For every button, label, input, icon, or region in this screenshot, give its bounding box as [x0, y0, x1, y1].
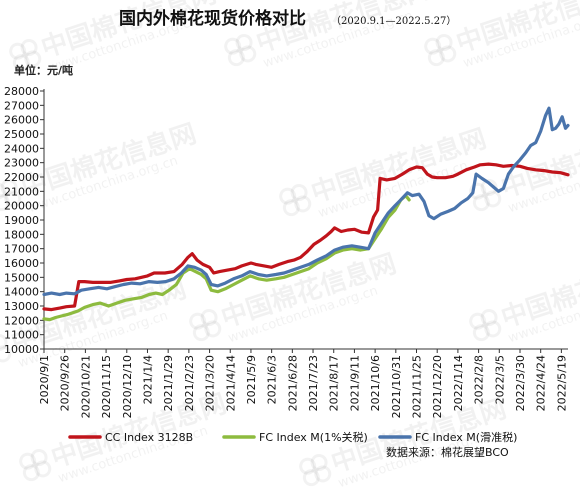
x-tick-label: 2021/11/25 [411, 355, 424, 418]
y-tick-label: 28000 [4, 85, 39, 98]
x-tick-label: 2021/10/31 [390, 355, 403, 418]
x-tick-label: 2020/11/15 [100, 355, 113, 418]
x-tick-label: 2022/2/8 [473, 355, 486, 404]
data-source-note: 数据来源：棉花展望BCO [386, 445, 509, 459]
x-tick-label: 2021/12/20 [431, 355, 444, 418]
x-tick-label: 2021/4/14 [224, 355, 237, 411]
x-tick-label: 2021/6/28 [286, 355, 299, 411]
y-tick-label: 12000 [4, 314, 39, 327]
legend: CC Index 3128B FC Index M(1%关税) FC Index M… [68, 430, 517, 444]
legend-item: FC Index M(1%关税) [222, 430, 368, 444]
y-tick-label: 23000 [4, 157, 39, 170]
legend-label: CC Index 3128B [105, 431, 193, 444]
y-tick-label: 25000 [4, 128, 39, 141]
y-tick-label: 18000 [4, 228, 39, 241]
x-tick-label: 2021/10/6 [369, 355, 382, 411]
y-tick-label: 17000 [4, 243, 39, 256]
cotton-logo-icon [299, 453, 332, 487]
cotton-logo-icon [279, 183, 312, 217]
cotton-logo-icon [189, 308, 222, 342]
y-tick-label: 22000 [4, 171, 39, 184]
x-tick-label: 2021/2/23 [183, 355, 196, 411]
x-axis: 2020/9/1 2020/9/26 2020/10/21 2020/11/15 202… [38, 348, 568, 418]
x-tick-label: 2021/1/29 [162, 355, 175, 411]
x-tick-label: 2022/3/5 [493, 355, 506, 404]
series-line-2 [42, 194, 411, 322]
y-tick-label: 14000 [4, 286, 39, 299]
series-line-3 [42, 106, 570, 297]
y-axis-unit-label: 单位：元/吨 [14, 63, 73, 77]
chart-title: 国内外棉花现货价格对比 [119, 8, 306, 29]
y-tick-label: 26000 [4, 114, 39, 127]
x-tick-label: 2021/5/9 [245, 355, 258, 404]
cotton-logo-icon [9, 38, 42, 72]
cotton-logo-icon [19, 448, 52, 482]
x-tick-label: 2021/9/11 [348, 355, 361, 411]
series-layer [42, 106, 570, 322]
x-tick-label: 2022/5/19 [555, 355, 568, 411]
x-tick-label: 2021/1/4 [141, 355, 154, 404]
x-tick-label: 2021/6/3 [266, 355, 279, 404]
y-tick-label: 20000 [4, 200, 39, 213]
y-tick-label: 24000 [4, 142, 39, 155]
legend-label: FC Index M(1%关税) [259, 430, 368, 444]
cotton-logo-icon [0, 178, 22, 212]
y-tick-label: 13000 [4, 300, 39, 313]
y-tick-label: 27000 [4, 99, 39, 112]
y-tick-label: 16000 [4, 257, 39, 270]
y-tick-label: 15000 [4, 271, 39, 284]
cotton-logo-icon [469, 178, 502, 212]
x-tick-label: 2021/3/20 [204, 355, 217, 411]
y-tick-label: 21000 [4, 185, 39, 198]
legend-item: FC Index M(滑准税) [378, 430, 517, 444]
y-tick-label: 19000 [4, 214, 39, 227]
legend-item: CC Index 3128B [68, 431, 193, 444]
cotton-logo-icon [469, 308, 502, 342]
cotton-logo-icon [0, 333, 12, 363]
x-tick-label: 2021/7/23 [307, 355, 320, 411]
x-tick-label: 2020/9/1 [38, 355, 51, 404]
x-tick-label: 2021/8/17 [328, 355, 341, 411]
cotton-logo-icon [424, 33, 457, 67]
y-tick-label: 10000 [4, 343, 39, 356]
x-tick-label: 2020/9/26 [59, 355, 72, 411]
legend-label: FC Index M(滑准税) [415, 430, 517, 444]
x-tick-label: 2022/3/30 [514, 355, 527, 411]
x-tick-label: 2022/1/14 [452, 355, 465, 411]
series-line-1 [42, 162, 570, 312]
y-tick-label: 11000 [4, 329, 39, 342]
cotton-logo-icon [224, 33, 257, 67]
x-tick-label: 2020/12/10 [121, 355, 134, 418]
x-tick-label: 2020/10/21 [79, 355, 92, 418]
chart-subtitle: （2020.9.1—2022.5.27） [331, 15, 456, 27]
x-tick-label: 2022/4/24 [535, 355, 548, 411]
